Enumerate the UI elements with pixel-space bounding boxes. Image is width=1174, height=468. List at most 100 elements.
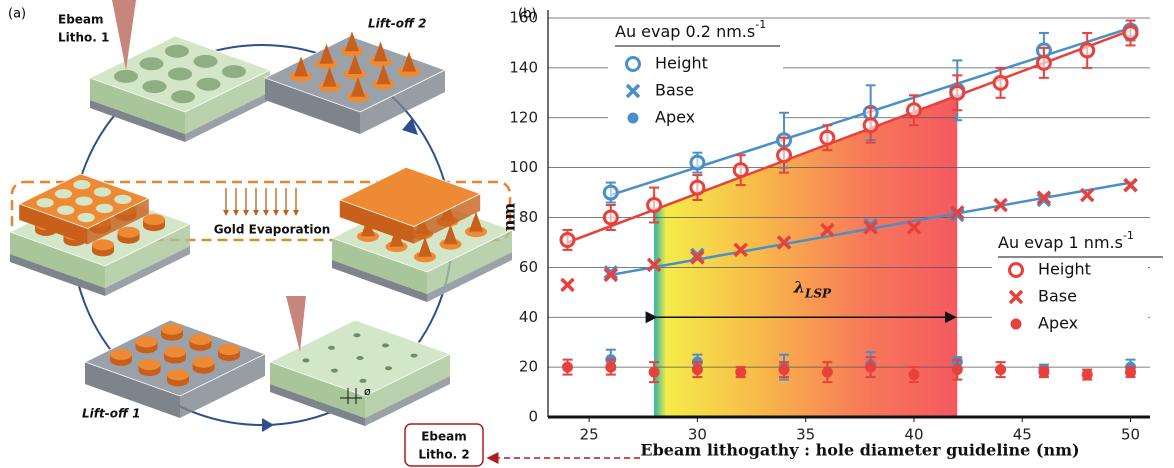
point: [561, 361, 573, 373]
plate-side: [332, 238, 427, 294]
evaporation-arrow: [233, 210, 239, 216]
x-marker: [993, 197, 1008, 213]
hole: [54, 189, 73, 199]
gold-disc: [117, 226, 140, 238]
step-label: Litho. 2: [418, 448, 469, 462]
point: [995, 364, 1007, 376]
hole: [168, 67, 192, 81]
hole: [353, 333, 361, 338]
x-marker: [950, 205, 965, 220]
marker-shape: [1125, 366, 1137, 378]
plate-side: [180, 354, 265, 418]
x-tick-label: 40: [904, 426, 923, 444]
x-marker: [1079, 187, 1095, 203]
marker-shape: [1008, 262, 1024, 278]
plate-base: [105, 246, 190, 296]
marker-shape: [776, 235, 792, 250]
legend-box: [608, 22, 783, 132]
point: [1038, 366, 1050, 378]
marker-shape: [646, 197, 663, 214]
point: [1122, 24, 1139, 41]
hole: [331, 368, 338, 373]
arrowhead: [402, 118, 418, 135]
marker-shape: [865, 361, 877, 373]
gold-cone: [348, 54, 362, 74]
y-tick-label: 80: [519, 208, 538, 226]
marker-shape: [1038, 366, 1050, 378]
gold-disc: [92, 239, 114, 251]
hole: [95, 203, 114, 214]
plate-base: [90, 100, 185, 142]
marker-shape: [690, 247, 705, 263]
hole: [328, 345, 335, 350]
point: [951, 364, 963, 376]
marker-shape: [862, 117, 879, 134]
gold-disc: [110, 348, 132, 360]
marker-shape: [949, 84, 966, 101]
y-axis-label: nm: [500, 203, 519, 232]
legend-marker: [625, 83, 641, 99]
step-label: Ebeam: [58, 13, 104, 27]
marker-shape: [1036, 192, 1052, 208]
evaporation-arrow: [243, 210, 249, 216]
x-marker: [776, 235, 792, 250]
hole: [57, 205, 75, 215]
hole: [36, 198, 54, 208]
marker-shape: [778, 364, 790, 376]
x-marker: [863, 217, 878, 233]
point: [992, 74, 1009, 91]
evaporation-arrow: [283, 210, 289, 216]
marker-shape: [906, 220, 922, 235]
point: [776, 147, 793, 164]
gold-cone: [443, 224, 458, 245]
marker-shape: [992, 74, 1009, 91]
x-marker: [603, 265, 619, 280]
gold-cone: [351, 76, 365, 97]
gold-cone: [469, 211, 483, 232]
x-marker: [646, 257, 662, 273]
hole: [114, 69, 138, 83]
hole: [165, 44, 189, 58]
marker-shape: [1123, 177, 1138, 193]
step-label: Lift-off 1: [82, 407, 140, 421]
hole: [171, 90, 195, 104]
x-marker: [1123, 177, 1138, 193]
y-tick-label: 20: [519, 358, 538, 376]
point: [648, 366, 660, 378]
plate-base: [427, 252, 512, 302]
marker-shape: [1035, 54, 1052, 71]
legend-title: Au evap 1 nm.s-1: [998, 229, 1134, 252]
hole: [93, 187, 111, 197]
gold-disc: [161, 323, 183, 335]
x-marker: [863, 220, 878, 235]
x-marker: [820, 222, 835, 238]
hole: [142, 80, 167, 94]
gold-cone: [402, 51, 416, 72]
legend-label: Height: [655, 54, 708, 73]
x-marker: [733, 242, 748, 258]
marker-shape: [603, 265, 619, 280]
y-tick-label: 0: [528, 408, 538, 426]
gold-cone: [322, 66, 337, 87]
marker-shape: [735, 366, 747, 378]
diagram: [8, 0, 514, 432]
gold-cone: [376, 64, 391, 85]
marker-shape: [603, 267, 619, 283]
marker-shape: [691, 364, 703, 376]
point: [602, 184, 619, 201]
legend-title-sup: -1: [1123, 229, 1134, 242]
plate-side: [360, 70, 445, 134]
marker-shape: [863, 217, 878, 233]
point: [949, 84, 966, 101]
plate-side: [19, 204, 88, 245]
marker-shape: [690, 250, 705, 265]
plate-side: [85, 362, 180, 418]
hole: [77, 212, 95, 223]
hole: [359, 378, 367, 383]
x-tick-label: 35: [796, 426, 815, 444]
evaporation-arrow: [223, 210, 229, 216]
legend-marker: [625, 56, 641, 72]
marker-shape: [863, 220, 878, 235]
marker-shape: [820, 222, 835, 238]
marker-shape: [625, 83, 641, 99]
